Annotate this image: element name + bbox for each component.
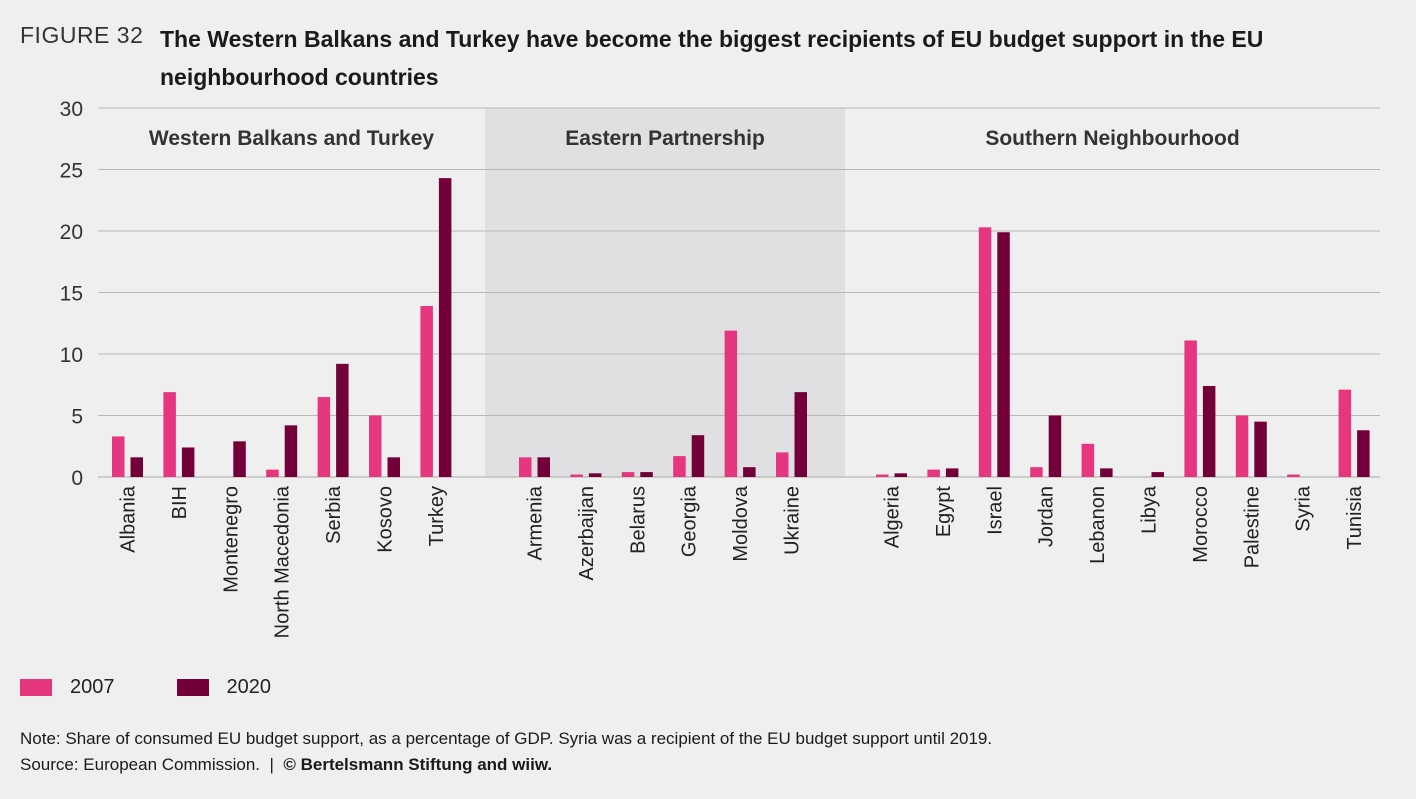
- bar-morocco-2007: [1184, 340, 1197, 477]
- bar-lebanon-2007: [1081, 443, 1095, 477]
- bar-georgia-2020: [691, 435, 705, 477]
- bar-north-macedonia-2020: [284, 425, 298, 477]
- bar-moldova-2007: [724, 330, 738, 477]
- bar-moldova-2020: [743, 467, 756, 477]
- x-tick-label-israel: Israel: [984, 486, 1006, 535]
- bar-egypt-2007: [927, 469, 940, 477]
- figure-title: The Western Balkans and Turkey have beco…: [160, 26, 1264, 90]
- x-tick-label-moldova: Moldova: [730, 485, 752, 561]
- bar-tunisia-2020: [1357, 430, 1370, 477]
- x-tick-label-serbia: Serbia: [323, 485, 345, 544]
- bar-egypt-2020: [945, 468, 959, 477]
- bar-syria-2007: [1287, 474, 1300, 477]
- source-separator: |: [269, 755, 274, 774]
- bar-algeria-2020: [894, 473, 907, 477]
- bar-albania-2007: [112, 436, 125, 477]
- bar-serbia-2020: [336, 363, 349, 477]
- bar-algeria-2007: [876, 474, 889, 477]
- y-tick-label-5: 5: [71, 406, 83, 429]
- bar-turkey-2020: [438, 178, 452, 478]
- note-text: Note: Share of consumed EU budget suppor…: [20, 729, 993, 748]
- x-tick-label-libya: Libya: [1139, 485, 1161, 534]
- source-line: Source: European Commission. | © Bertels…: [20, 752, 1400, 778]
- group-label-western-balkans-and-turkey: Western Balkans and Turkey: [149, 127, 434, 150]
- x-tick-label-algeria: Algeria: [882, 485, 904, 548]
- bar-tunisia-2007: [1338, 389, 1352, 477]
- legend-item-2020: 2020: [176, 676, 272, 699]
- bar-jordan-2007: [1030, 467, 1043, 477]
- x-tick-label-belarus: Belarus: [627, 486, 649, 554]
- bar-albania-2020: [130, 457, 143, 477]
- bar-turkey-2007: [420, 306, 433, 477]
- group-label-southern-neighbourhood: Southern Neighbourhood: [985, 127, 1239, 150]
- bar-montenegro-2020: [233, 441, 246, 477]
- group-label-eastern-partnership: Eastern Partnership: [565, 127, 765, 150]
- figure-label: FIGURE 32: [20, 22, 144, 48]
- bar-morocco-2020: [1202, 385, 1216, 477]
- x-tick-label-albania: Albania: [118, 485, 140, 553]
- x-tick-label-montenegro: Montenegro: [220, 486, 242, 593]
- y-tick-label-30: 30: [60, 98, 83, 121]
- source-text: Source: European Commission.: [20, 755, 261, 774]
- bar-north-macedonia-2007: [266, 469, 279, 477]
- bar-israel-2007: [978, 227, 992, 477]
- bar-georgia-2007: [673, 456, 686, 477]
- legend-item-2007: 2007: [20, 676, 115, 699]
- x-tick-label-bih: BIH: [169, 486, 191, 519]
- x-tick-label-tunisia: Tunisia: [1344, 485, 1366, 550]
- bar-azerbaijan-2020: [588, 473, 602, 477]
- bar-azerbaijan-2007: [570, 474, 583, 477]
- bar-israel-2020: [997, 232, 1010, 477]
- y-tick-label-15: 15: [60, 283, 83, 306]
- legend-label-2007: 2007: [70, 676, 115, 698]
- bar-kosovo-2007: [369, 415, 382, 477]
- x-tick-label-egypt: Egypt: [933, 486, 955, 538]
- bar-armenia-2007: [519, 457, 532, 477]
- legend-swatch-2007: [20, 679, 52, 696]
- bar-ukraine-2020: [794, 392, 807, 477]
- x-tick-label-turkey: Turkey: [426, 486, 448, 546]
- copyright-credit: © Bertelsmann Stiftung and wiiw.: [283, 755, 553, 774]
- bar-palestine-2020: [1254, 421, 1267, 477]
- y-tick-label-0: 0: [71, 467, 83, 490]
- legend-label-2020: 2020: [226, 676, 272, 698]
- bar-chart: 0 5 10 15 20 25 30 Western Balkans and Turkey Ea…: [60, 98, 1380, 638]
- bar-armenia-2020: [537, 457, 550, 477]
- legend: 2007 2020: [20, 676, 333, 699]
- bar-lebanon-2020: [1100, 468, 1113, 477]
- y-tick-label-10: 10: [60, 344, 83, 367]
- x-tick-label-kosovo: Kosovo: [375, 486, 397, 553]
- x-tick-label-palestine: Palestine: [1241, 486, 1263, 568]
- y-tick-label-20: 20: [60, 221, 83, 244]
- x-tick-label-azerbaijan: Azerbaijan: [576, 486, 598, 581]
- bar-jordan-2020: [1048, 415, 1062, 477]
- x-tick-label-north-macedonia: North Macedonia: [272, 485, 294, 638]
- bar-libya-2020: [1151, 472, 1164, 477]
- x-tick-label-armenia: Armenia: [525, 485, 547, 560]
- x-tick-label-ukraine: Ukraine: [782, 486, 804, 555]
- bar-ukraine-2007: [776, 452, 789, 477]
- x-tick-label-lebanon: Lebanon: [1087, 486, 1109, 564]
- x-tick-label-georgia: Georgia: [679, 485, 701, 557]
- y-tick-label-25: 25: [60, 160, 83, 183]
- bar-serbia-2007: [317, 397, 331, 477]
- bar-bih-2007: [163, 392, 176, 477]
- x-tick-label-jordan: Jordan: [1036, 486, 1058, 547]
- chart-note: Note: Share of consumed EU budget suppor…: [20, 726, 1400, 778]
- bar-kosovo-2020: [387, 457, 400, 477]
- bar-palestine-2007: [1235, 415, 1249, 477]
- bar-belarus-2020: [640, 472, 653, 477]
- bar-belarus-2007: [621, 472, 635, 477]
- bar-bih-2020: [181, 447, 195, 477]
- legend-swatch-2020: [176, 679, 209, 696]
- x-tick-label-syria: Syria: [1293, 485, 1315, 531]
- x-tick-label-morocco: Morocco: [1190, 486, 1212, 563]
